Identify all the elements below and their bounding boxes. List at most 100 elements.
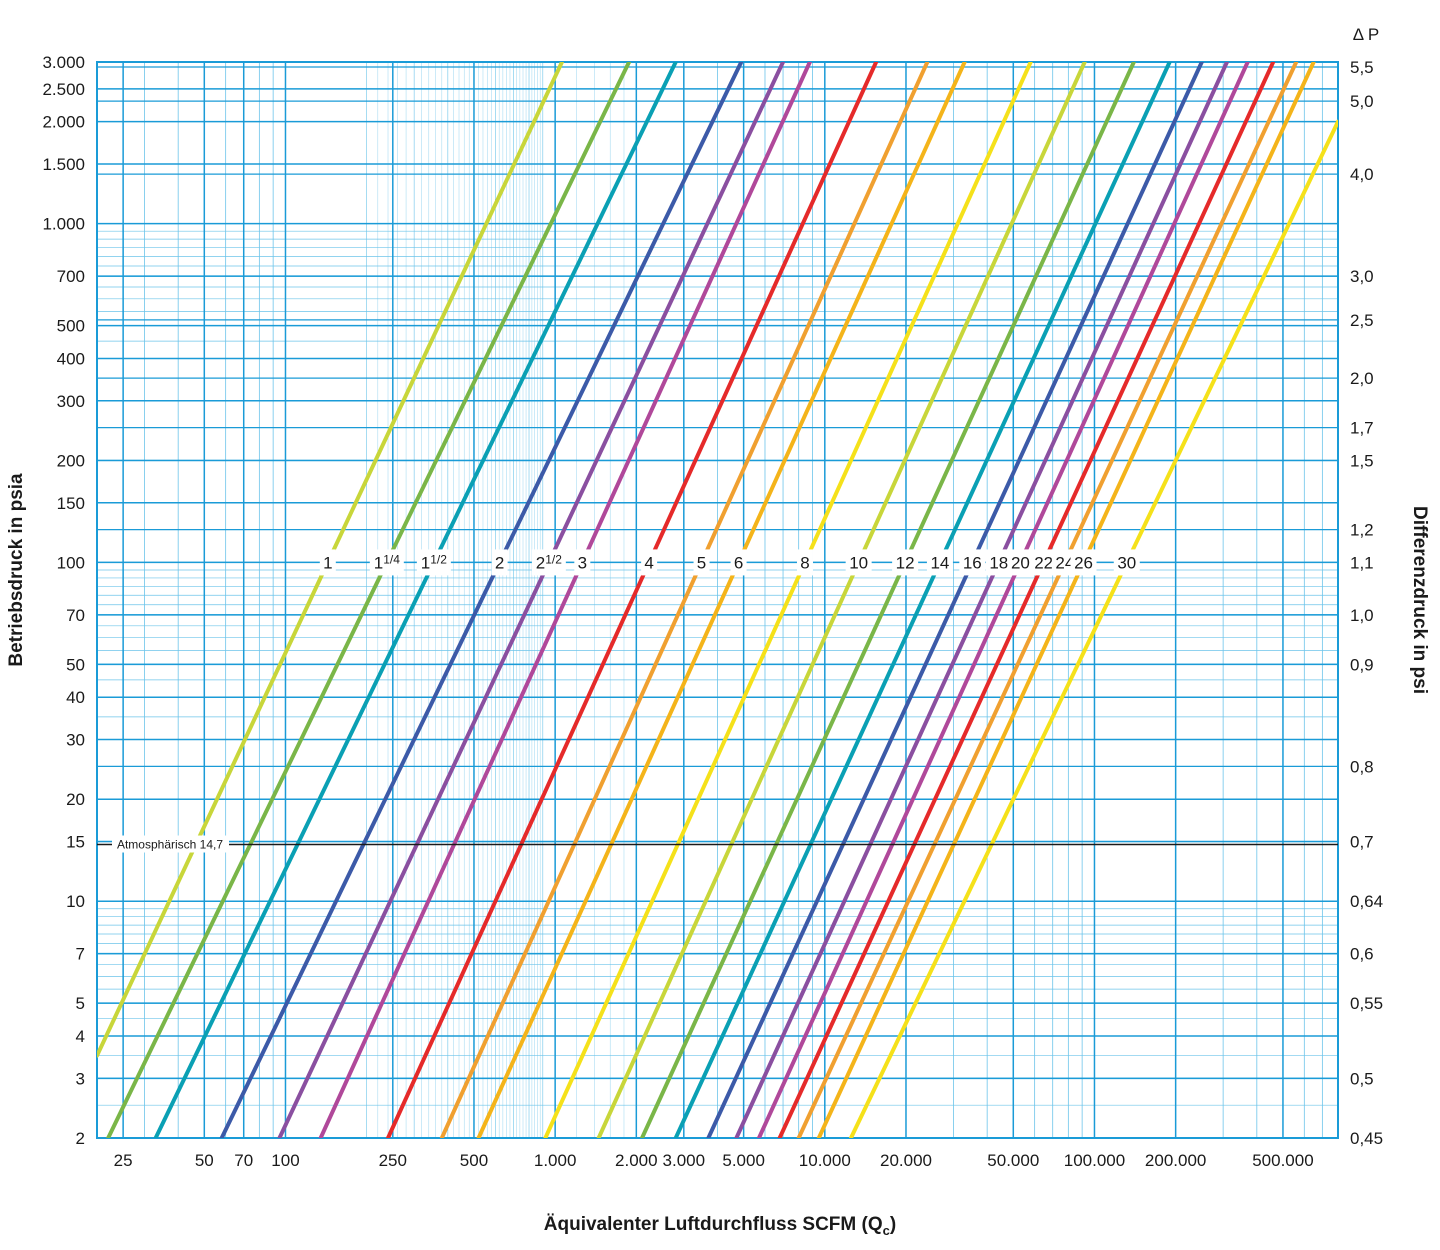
- y2-tick-label: 3,0: [1350, 267, 1374, 286]
- size-label-bg: [796, 549, 813, 576]
- atmospheric-label-bg: [112, 835, 229, 853]
- size-label-18: 18: [989, 553, 1008, 572]
- x-tick-label: 100: [271, 1151, 299, 1170]
- series-line-4: [386, 62, 879, 1138]
- series-line-20: [756, 62, 1250, 1138]
- x-axis-label: Äquivalenter Luftdurchfluss SCFM (Qc): [544, 1214, 896, 1238]
- y-tick-label: 500: [57, 317, 85, 336]
- y-tick-label: 2.000: [42, 113, 85, 132]
- series-line-22: [777, 62, 1276, 1138]
- series-line-1¼: [106, 62, 632, 1138]
- size-label-4: 4: [644, 553, 653, 572]
- size-label-10: 10: [849, 553, 868, 572]
- y-tick-label: 100: [57, 553, 85, 572]
- series-line-30: [848, 119, 1338, 1138]
- size-label-5: 5: [697, 553, 706, 572]
- y-tick-label: 2: [76, 1129, 85, 1148]
- size-label-22: 22: [1034, 553, 1053, 572]
- plot-frame: [96, 61, 1339, 1139]
- y2-tick-label: 1,7: [1350, 419, 1374, 438]
- size-label-3: 3: [578, 553, 587, 572]
- y2-tick-label: 1,1: [1350, 553, 1374, 572]
- size-label-bg: [319, 549, 336, 576]
- y2-tick-label: 0,45: [1350, 1129, 1383, 1148]
- x-tick-label: 1.000: [534, 1151, 577, 1170]
- y-tick-label: 40: [66, 688, 85, 707]
- x-tick-labels: 25 50 70 100 250 500 1.000 2.000 3.000 5.000 10.00…: [114, 1151, 1314, 1170]
- series-line-8: [543, 62, 1033, 1138]
- size-label-bg: [959, 549, 986, 576]
- size-label-bg: [730, 549, 747, 576]
- y2-tick-label: 2,5: [1350, 311, 1374, 330]
- size-label-bg: [1007, 549, 1034, 576]
- size-label-bg: [1113, 549, 1140, 576]
- y2-tick-label: 0,9: [1350, 655, 1374, 674]
- series-line-26: [816, 62, 1316, 1138]
- x-tick-label: 20.000: [880, 1151, 932, 1170]
- series-line-10: [596, 62, 1087, 1138]
- size-label-2: 2: [495, 553, 504, 572]
- x-tick-label: 200.000: [1145, 1151, 1206, 1170]
- series-line-6: [476, 62, 967, 1138]
- y-tick-label: 15: [66, 833, 85, 852]
- y-tick-label: 300: [57, 392, 85, 411]
- x-tick-label: 100.000: [1064, 1151, 1125, 1170]
- size-label-16: 16: [963, 553, 982, 572]
- x-tick-label: 250: [379, 1151, 407, 1170]
- x-tick-label: 25: [114, 1151, 133, 1170]
- size-label-8: 8: [800, 553, 809, 572]
- size-label-26: 26: [1074, 553, 1093, 572]
- size-label-2½: 21/2: [536, 552, 562, 572]
- series-line-2: [219, 62, 744, 1138]
- x-tick-label: 50.000: [987, 1151, 1039, 1170]
- size-label-1: 1: [323, 553, 332, 572]
- y2-tick-label: 0,8: [1350, 757, 1374, 776]
- series-line-1½: [153, 62, 678, 1138]
- size-label-bg: [416, 549, 451, 576]
- y-tick-label: 70: [66, 606, 85, 625]
- y-tick-label: 150: [57, 494, 85, 513]
- y-tick-label: 50: [66, 655, 85, 674]
- x-tick-label: 50: [195, 1151, 214, 1170]
- y-tick-label: 3.000: [42, 53, 85, 72]
- x-tick-label: 5.000: [722, 1151, 765, 1170]
- size-label-1½: 11/2: [421, 552, 447, 572]
- y-tick-label: 20: [66, 790, 85, 809]
- x-tick-label: 3.000: [663, 1151, 706, 1170]
- y-tick-label: 30: [66, 731, 85, 750]
- size-label-20: 20: [1011, 553, 1030, 572]
- atmospheric-label: Atmosphärisch 14,7: [117, 838, 223, 852]
- series-line-18: [734, 62, 1229, 1138]
- size-label-bg: [369, 549, 404, 576]
- y-axis-label: Betriebsdruck in psia: [6, 473, 27, 667]
- atmospheric-reference: Atmosphärisch 14,7: [97, 835, 1338, 853]
- series-lines: [97, 62, 1338, 1138]
- y-tick-label: 3: [76, 1069, 85, 1088]
- x-tick-label: 500: [460, 1151, 488, 1170]
- size-label-1¼: 11/4: [374, 552, 400, 572]
- size-label-bg: [693, 549, 710, 576]
- y2-tick-label: 0,55: [1350, 994, 1383, 1013]
- y2-axis-label: Differenzdruck in psi: [1409, 506, 1430, 694]
- y-tick-label: 1.500: [42, 155, 85, 174]
- size-label-bg: [926, 549, 953, 576]
- series-line-2½: [277, 62, 786, 1138]
- size-label-30: 30: [1117, 553, 1136, 572]
- y-tick-label: 4: [76, 1027, 85, 1046]
- x-tick-label: 70: [234, 1151, 253, 1170]
- y2-tick-label: 4,0: [1350, 165, 1374, 184]
- y-tick-label: 400: [57, 349, 85, 368]
- y2-tick-label: 0,6: [1350, 945, 1374, 964]
- y2-tick-label: 0,5: [1350, 1069, 1374, 1088]
- series-line-16: [706, 62, 1204, 1138]
- size-label-bg: [531, 549, 566, 576]
- series-line-12: [640, 62, 1136, 1138]
- size-label-bg: [641, 549, 658, 576]
- series-line-14: [673, 62, 1172, 1138]
- series-line-24: [796, 62, 1299, 1138]
- x-tick-label: 2.000: [615, 1151, 658, 1170]
- y-tick-label: 1.000: [42, 215, 85, 234]
- y-tick-label: 2.500: [42, 80, 85, 99]
- size-label-bg: [845, 549, 872, 576]
